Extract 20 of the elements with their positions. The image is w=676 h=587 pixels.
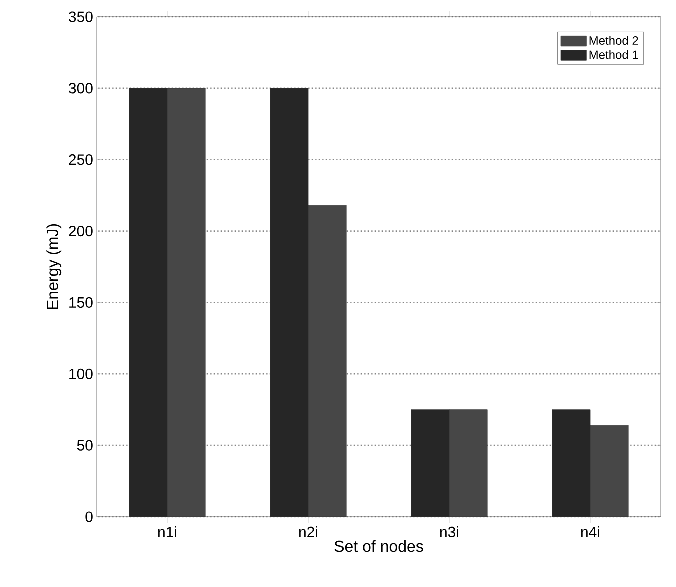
y-tick-label: 250 xyxy=(69,154,93,166)
bar xyxy=(270,88,309,517)
legend-label: Method 1 xyxy=(590,50,638,60)
y-tick-label: 300 xyxy=(69,83,93,94)
y-tick-label: 350 xyxy=(69,12,93,22)
y-tick-label: 0 xyxy=(86,512,93,522)
bar xyxy=(129,88,168,517)
y-tick-label: 150 xyxy=(70,297,93,308)
y-tick-label: 100 xyxy=(70,368,93,380)
x-tick-label: n1i xyxy=(158,526,176,538)
y-tick-label: 200 xyxy=(69,226,93,237)
bar xyxy=(552,410,591,517)
y-tick-label: 50 xyxy=(77,440,93,451)
x-tick-label: n4i xyxy=(581,526,600,538)
x-tick-label: n3i xyxy=(440,526,458,538)
legend-label: Method 2 xyxy=(590,36,638,46)
bar xyxy=(411,410,450,517)
y-axis-title: Energy (mJ) xyxy=(46,224,62,310)
x-tick-label: n2i xyxy=(299,526,318,538)
x-axis-title: Set of nodes xyxy=(334,540,424,552)
